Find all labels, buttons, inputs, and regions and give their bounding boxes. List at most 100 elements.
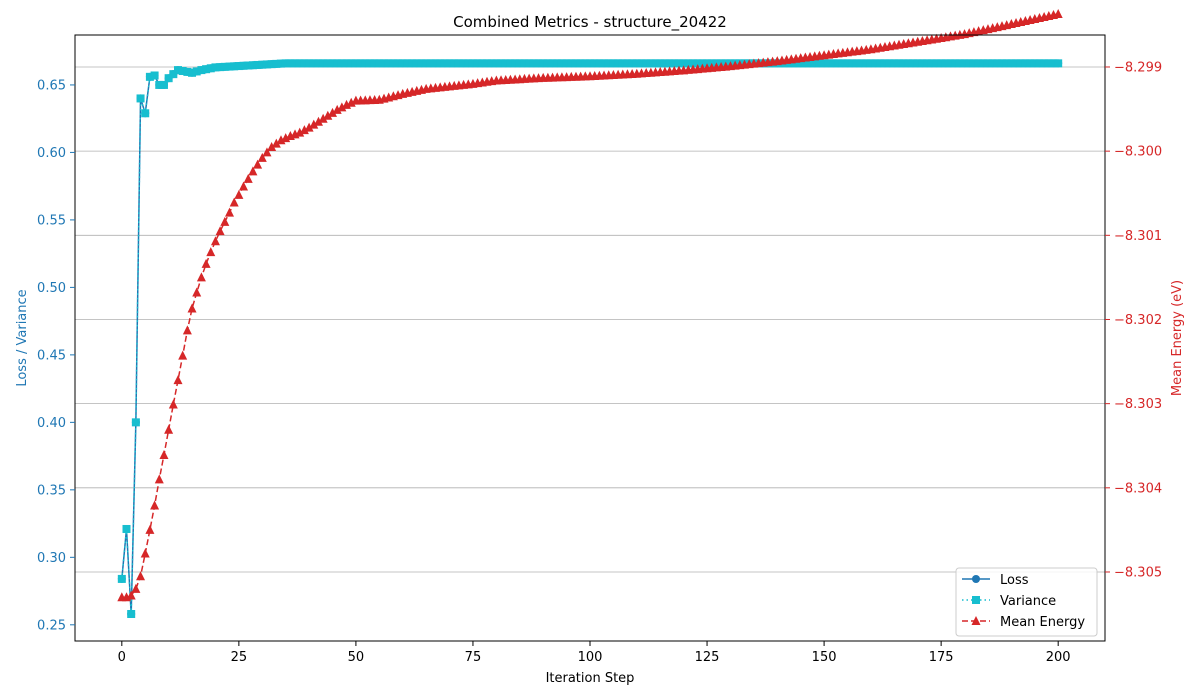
chart-title: Combined Metrics - structure_20422 bbox=[453, 13, 727, 32]
data-point-variance bbox=[801, 59, 810, 68]
data-point-variance bbox=[646, 59, 655, 68]
data-point-mean-energy bbox=[210, 236, 220, 246]
data-point-variance bbox=[674, 59, 683, 68]
data-point-mean-energy bbox=[215, 226, 225, 236]
data-point-variance bbox=[600, 59, 609, 68]
legend-label-loss: Loss bbox=[1000, 573, 1029, 588]
data-point-variance bbox=[464, 59, 473, 68]
data-point-variance bbox=[314, 59, 323, 68]
data-point-variance bbox=[595, 59, 604, 68]
data-point-variance bbox=[614, 59, 623, 68]
data-point-variance bbox=[693, 59, 702, 68]
data-point-variance bbox=[609, 59, 618, 68]
data-point-mean-energy bbox=[295, 127, 305, 137]
data-point-mean-energy bbox=[229, 197, 239, 207]
x-tick-label: 0 bbox=[118, 650, 126, 665]
data-point-variance bbox=[216, 63, 225, 72]
legend-triangle-marker bbox=[971, 616, 981, 625]
data-point-variance bbox=[174, 66, 182, 75]
data-point-variance bbox=[581, 59, 590, 68]
data-point-variance bbox=[904, 59, 913, 68]
data-point-variance bbox=[253, 60, 262, 69]
data-point-variance bbox=[300, 59, 309, 68]
data-point-variance bbox=[880, 59, 889, 68]
legend-square-marker bbox=[972, 596, 980, 604]
data-point-variance bbox=[169, 70, 178, 79]
data-point-mean-energy bbox=[267, 141, 277, 151]
data-point-mean-energy bbox=[220, 216, 230, 226]
data-point-mean-energy bbox=[182, 325, 192, 335]
y-right-axis-label: Mean Energy (eV) bbox=[1170, 280, 1185, 396]
data-point-variance bbox=[258, 60, 267, 69]
data-point-variance bbox=[913, 59, 922, 68]
data-point-variance bbox=[689, 59, 697, 68]
data-point-variance bbox=[815, 59, 824, 68]
data-point-variance bbox=[1021, 59, 1030, 68]
data-point-mean-energy bbox=[131, 583, 141, 593]
data-point-mean-energy bbox=[253, 159, 263, 169]
data-point-variance bbox=[562, 59, 571, 68]
data-point-variance bbox=[787, 59, 796, 68]
data-point-variance bbox=[206, 64, 215, 73]
data-point-mean-energy bbox=[299, 125, 309, 135]
x-tick-label: 150 bbox=[812, 650, 837, 665]
data-point-mean-energy bbox=[126, 590, 136, 600]
data-point-variance bbox=[159, 80, 168, 89]
data-point-variance bbox=[487, 59, 496, 68]
data-point-variance bbox=[557, 59, 566, 68]
x-tick-label: 125 bbox=[695, 650, 720, 665]
legend-box bbox=[955, 567, 1098, 637]
data-point-variance bbox=[440, 59, 449, 68]
data-point-mean-energy bbox=[234, 189, 244, 199]
data-point-variance bbox=[375, 59, 384, 68]
data-point-variance bbox=[909, 59, 918, 68]
x-tick-label: 200 bbox=[1046, 650, 1071, 665]
y-right-tick-label: −8.301 bbox=[1114, 229, 1162, 244]
data-point-variance bbox=[117, 574, 126, 583]
data-point-variance bbox=[436, 59, 445, 68]
data-point-variance bbox=[1002, 59, 1011, 68]
y-left-tick-label: 0.35 bbox=[37, 483, 66, 498]
data-point-mean-energy bbox=[154, 474, 164, 484]
legend-label-variance: Variance bbox=[1000, 594, 1056, 609]
legend: Loss Variance Mean Energy bbox=[955, 567, 1098, 637]
data-point-variance bbox=[937, 59, 946, 68]
data-point-mean-energy bbox=[201, 258, 211, 268]
data-point-variance bbox=[473, 59, 482, 68]
data-point-variance bbox=[951, 59, 960, 68]
y-right-axis: −8.305 −8.304 −8.303 −8.302 −8.301 −8.300 −8.2… bbox=[1105, 60, 1162, 580]
data-point-mean-energy bbox=[225, 207, 234, 217]
data-point-variance bbox=[988, 59, 997, 68]
data-point-variance bbox=[820, 59, 829, 68]
data-point-variance bbox=[483, 59, 491, 68]
data-point-variance bbox=[515, 59, 524, 68]
data-point-variance bbox=[642, 59, 651, 68]
data-point-variance bbox=[211, 63, 220, 72]
data-point-variance bbox=[1030, 59, 1039, 68]
data-point-mean-energy bbox=[168, 399, 178, 409]
data-point-variance bbox=[525, 59, 534, 68]
data-point-mean-energy bbox=[178, 350, 188, 360]
data-point-mean-energy bbox=[337, 102, 347, 112]
data-point-variance bbox=[698, 59, 707, 68]
data-point-variance bbox=[848, 59, 857, 68]
data-point-variance bbox=[824, 59, 833, 68]
data-point-variance bbox=[1016, 59, 1025, 68]
data-point-variance bbox=[122, 524, 131, 533]
data-point-mean-energy bbox=[173, 375, 183, 385]
data-point-variance bbox=[923, 59, 932, 68]
data-point-variance bbox=[946, 59, 955, 68]
data-point-mean-energy bbox=[164, 424, 174, 434]
data-point-variance bbox=[932, 59, 941, 68]
data-point-variance bbox=[684, 59, 693, 68]
data-point-variance bbox=[145, 72, 154, 81]
data-point-variance bbox=[829, 59, 838, 68]
y-right-tick-label: −8.304 bbox=[1114, 481, 1162, 496]
data-point-variance bbox=[188, 68, 197, 77]
data-point-mean-energy bbox=[332, 104, 342, 114]
data-point-mean-energy bbox=[313, 116, 323, 126]
data-point-variance bbox=[361, 59, 370, 68]
data-point-variance bbox=[197, 66, 206, 75]
data-point-variance bbox=[394, 59, 403, 68]
data-point-variance bbox=[553, 59, 562, 68]
